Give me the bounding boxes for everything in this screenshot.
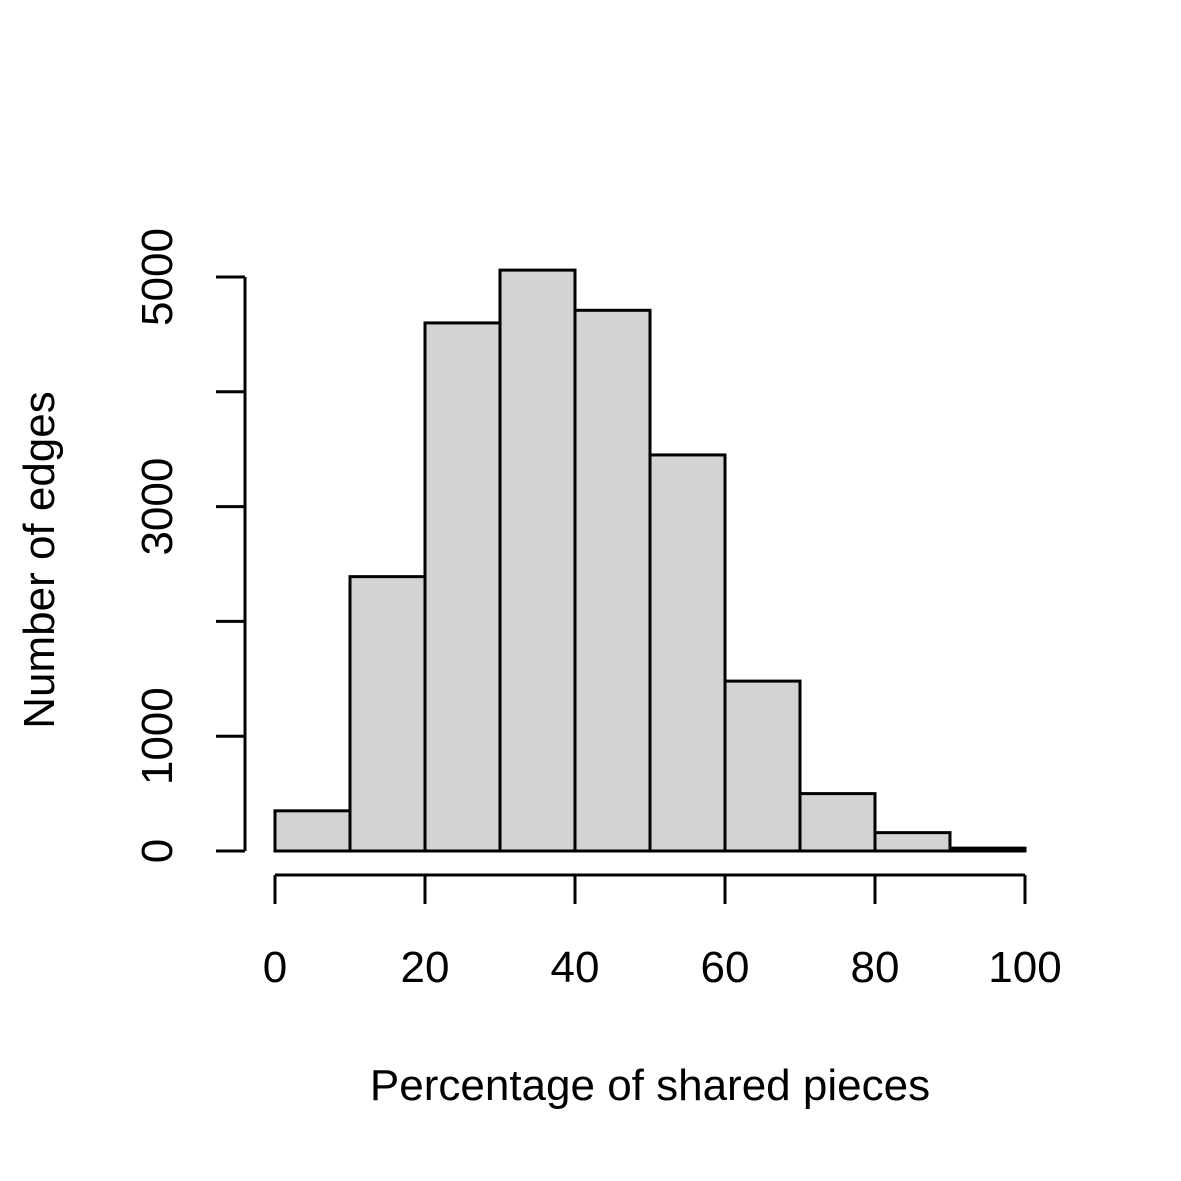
x-axis: 0 20 40 60 80 100 — [263, 873, 1062, 992]
histogram-bar-5 — [648, 453, 727, 853]
x-tick-label: 40 — [551, 943, 600, 992]
histogram-bar-2 — [423, 321, 502, 853]
histogram-bar-9 — [948, 846, 1027, 853]
histogram-bar-7 — [798, 792, 877, 853]
x-axis-title: Percentage of shared pieces — [370, 1061, 930, 1110]
y-tick-label: 3000 — [133, 458, 182, 556]
histogram-bars — [273, 268, 1027, 853]
x-tick-label: 100 — [988, 943, 1061, 992]
x-tick-label: 20 — [401, 943, 450, 992]
histogram-bar-6 — [723, 679, 802, 853]
histogram-bar-1 — [348, 575, 427, 853]
y-tick-label: 0 — [133, 839, 182, 863]
histogram-bar-0 — [273, 809, 352, 853]
x-tick-label: 0 — [263, 943, 287, 992]
histogram-bar-8 — [873, 831, 952, 853]
y-tick-label: 5000 — [133, 228, 182, 326]
x-tick-label: 60 — [701, 943, 750, 992]
y-axis-title: Number of edges — [15, 391, 64, 729]
y-tick-label: 1000 — [133, 687, 182, 785]
histogram-bar-4 — [573, 308, 652, 853]
y-axis: 0 1000 3000 5000 — [133, 228, 247, 863]
x-tick-label: 80 — [851, 943, 900, 992]
histogram-bar-3 — [498, 268, 577, 853]
